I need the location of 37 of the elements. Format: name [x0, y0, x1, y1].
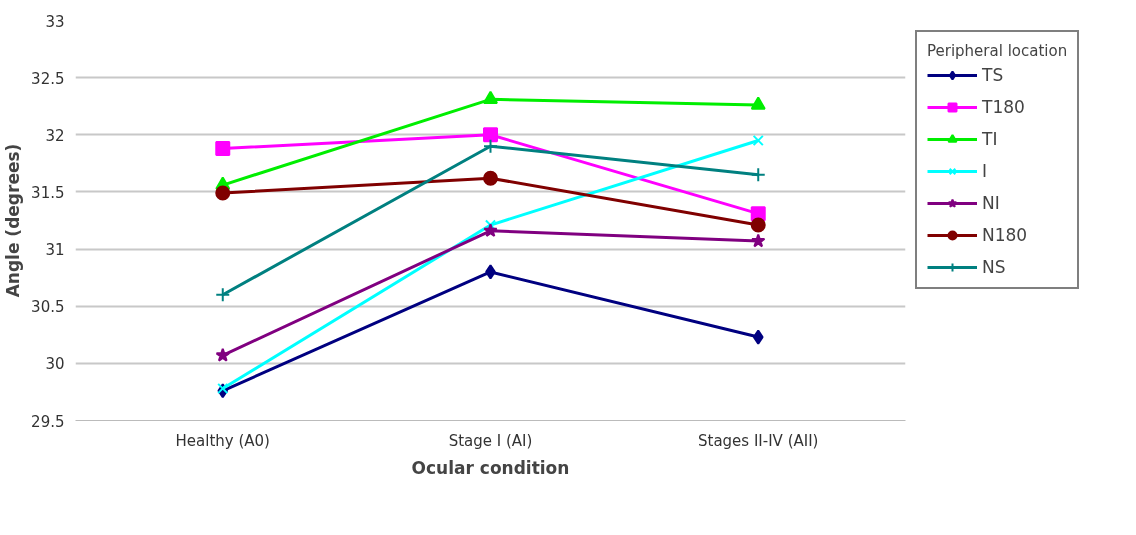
- legend-title: Peripheral location: [927, 42, 1068, 60]
- x-tick-label: Stages II-IV (AII): [698, 431, 819, 450]
- legend-label: N180: [982, 225, 1028, 245]
- point: [750, 167, 766, 183]
- point: [752, 329, 764, 345]
- point: [217, 382, 229, 395]
- x-tick-label: Healthy (A0): [175, 431, 270, 450]
- y-tick-label: 33: [45, 12, 65, 31]
- y-axis-title: Angle (degrees): [3, 143, 24, 298]
- legend-label: TS: [982, 65, 1004, 85]
- legend-label: I: [982, 161, 988, 181]
- point: [215, 141, 231, 156]
- legend-label: T180: [982, 97, 1025, 117]
- legend-label: TI: [982, 129, 999, 149]
- y-tick-label: 31.5: [31, 183, 65, 202]
- y-tick-label: 29.5: [31, 412, 65, 431]
- point: [750, 217, 766, 233]
- point: [483, 223, 498, 238]
- point: [483, 127, 498, 143]
- legend-label: NS: [982, 257, 1006, 277]
- y-tick-label: 32: [45, 126, 65, 145]
- y-tick-label: 30: [45, 355, 65, 374]
- y-tick-label: 31: [45, 241, 65, 260]
- x-axis-title: Ocular condition: [411, 457, 570, 478]
- point: [483, 138, 498, 154]
- point: [751, 233, 766, 248]
- y-tick-label: 32.5: [31, 69, 65, 88]
- point: [215, 347, 230, 362]
- x-tick-label: Stage I (AI): [448, 431, 533, 450]
- point: [215, 287, 231, 303]
- legend-label: NI: [982, 193, 1001, 213]
- point: [483, 90, 498, 105]
- point: [750, 96, 766, 110]
- y-tick-label: 30.5: [31, 298, 65, 317]
- point: [483, 170, 498, 186]
- point: [215, 185, 231, 201]
- point: [752, 134, 764, 147]
